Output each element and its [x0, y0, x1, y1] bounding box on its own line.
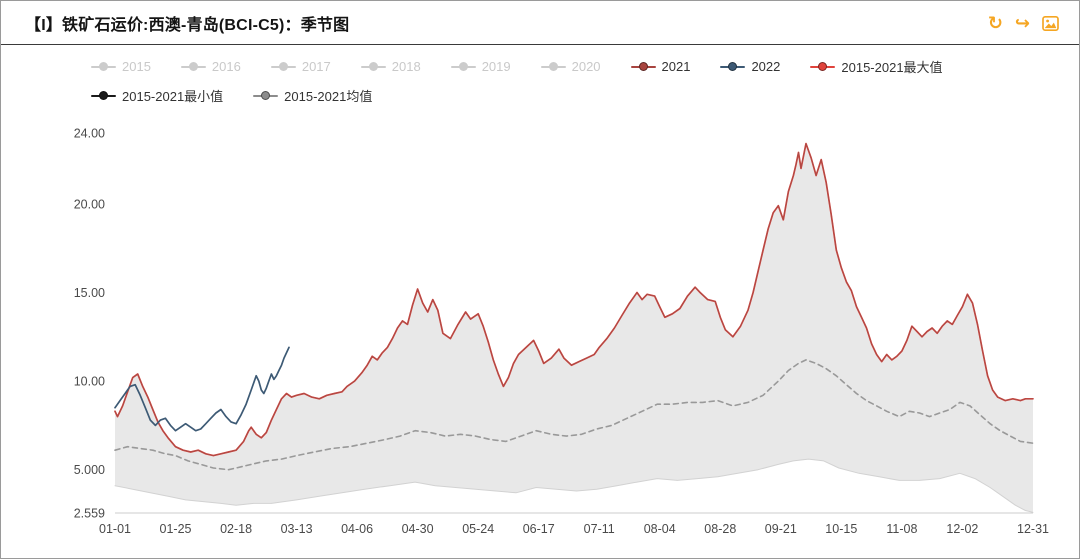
legend-marker-icon — [810, 61, 836, 72]
legend-item-2019[interactable]: 2019 — [450, 59, 511, 74]
refresh-icon[interactable]: ↻ — [987, 13, 1003, 33]
legend-label: 2017 — [301, 59, 331, 74]
x-tick-label: 05-24 — [462, 522, 494, 536]
legend-item-2015[interactable]: 2015 — [91, 59, 151, 74]
x-tick-label: 04-06 — [341, 522, 373, 536]
legend-label: 2015 — [122, 59, 151, 74]
legend-item-2021[interactable]: 2021 — [630, 59, 691, 74]
toolbar-icons: ↻ ↪ — [988, 14, 1059, 32]
chart-legend: 2015 2016 2017 2018 2019 2020 2021 2022 2015-202… — [1, 45, 1079, 115]
share-icon[interactable]: ↪ — [1014, 13, 1030, 33]
x-tick-label: 09-21 — [765, 522, 797, 536]
legend-marker-icon — [360, 61, 386, 72]
legend-marker-icon — [91, 61, 116, 72]
legend-label: 2015-2021均值 — [284, 89, 373, 104]
legend-marker-icon — [180, 61, 206, 72]
legend-label: 2021 — [661, 59, 691, 74]
x-tick-label: 02-18 — [220, 522, 252, 536]
legend-item-2018[interactable]: 2018 — [360, 59, 421, 74]
legend-row: 2015-2021最小值 2015-2021均值 — [91, 86, 1069, 105]
legend-item-2020[interactable]: 2020 — [540, 59, 601, 74]
legend-row: 2015 2016 2017 2018 2019 2020 2021 2022 2015-202… — [91, 57, 1069, 76]
y-tick-label: 15.00 — [74, 286, 105, 300]
legend-item-mean-2015-2021[interactable]: 2015-2021均值 — [253, 86, 372, 105]
x-tick-label: 12-31 — [1017, 522, 1049, 536]
y-tick-label: 10.00 — [74, 375, 105, 389]
chart-canvas[interactable]: 2.559 5.000 10.00 15.00 20.00 24.00 01-01 01-25… — [3, 117, 1079, 547]
legend-item-2022[interactable]: 2022 — [720, 59, 780, 74]
series-2022-line — [114, 346, 290, 432]
x-tick-label: 01-01 — [99, 522, 131, 536]
legend-marker-icon — [270, 61, 296, 72]
y-tick-label: 5.000 — [74, 463, 105, 477]
x-tick-label: 04-30 — [402, 522, 434, 536]
x-tick-label: 12-02 — [946, 522, 978, 536]
series-mean-2015-2021-line — [114, 359, 1034, 471]
legend-label: 2019 — [481, 59, 511, 74]
legend-label: 2015-2021最小值 — [122, 89, 224, 104]
y-tick-label: 20.00 — [74, 197, 105, 211]
legend-marker-icon — [630, 61, 656, 72]
legend-label: 2022 — [751, 59, 781, 74]
legend-marker-icon — [253, 90, 279, 101]
legend-label: 2020 — [571, 59, 601, 74]
band-min-max-area — [115, 143, 1033, 513]
x-tick-label: 01-25 — [160, 522, 192, 536]
legend-item-2017[interactable]: 2017 — [270, 59, 331, 74]
legend-marker-icon — [720, 61, 746, 72]
x-tick-label: 06-17 — [523, 522, 555, 536]
y-tick-label: 2.559 — [74, 507, 105, 521]
legend-label: 2016 — [211, 59, 241, 74]
chart-area: 2.559 5.000 10.00 15.00 20.00 24.00 01-01 01-25… — [1, 115, 1079, 558]
y-tick-label: 24.00 — [74, 127, 105, 141]
legend-marker-icon — [450, 61, 476, 72]
x-tick-label: 08-04 — [644, 522, 676, 536]
legend-label: 2015-2021最大值 — [841, 60, 943, 75]
series-2021-line — [114, 143, 1034, 457]
page-title: 【I】铁矿石运价:西澳-青岛(BCI-C5)：季节图 — [25, 17, 350, 34]
export-image-icon[interactable] — [1042, 15, 1059, 31]
legend-label: 2018 — [391, 59, 421, 74]
title-bar: 【I】铁矿石运价:西澳-青岛(BCI-C5)：季节图 ↻ ↪ — [1, 1, 1079, 45]
series-min-2015-2021-line — [114, 458, 1034, 513]
x-tick-label: 11-08 — [886, 522, 917, 536]
legend-marker-icon — [540, 61, 566, 72]
legend-item-min-2015-2021[interactable]: 2015-2021最小值 — [91, 86, 223, 105]
x-tick-label: 10-15 — [825, 522, 857, 536]
legend-item-max-2015-2021[interactable]: 2015-2021最大值 — [810, 57, 943, 76]
x-tick-label: 07-11 — [584, 522, 615, 536]
x-tick-label: 03-13 — [281, 522, 313, 536]
legend-marker-icon — [91, 90, 116, 101]
legend-item-2016[interactable]: 2016 — [180, 59, 241, 74]
x-tick-label: 08-28 — [704, 522, 736, 536]
